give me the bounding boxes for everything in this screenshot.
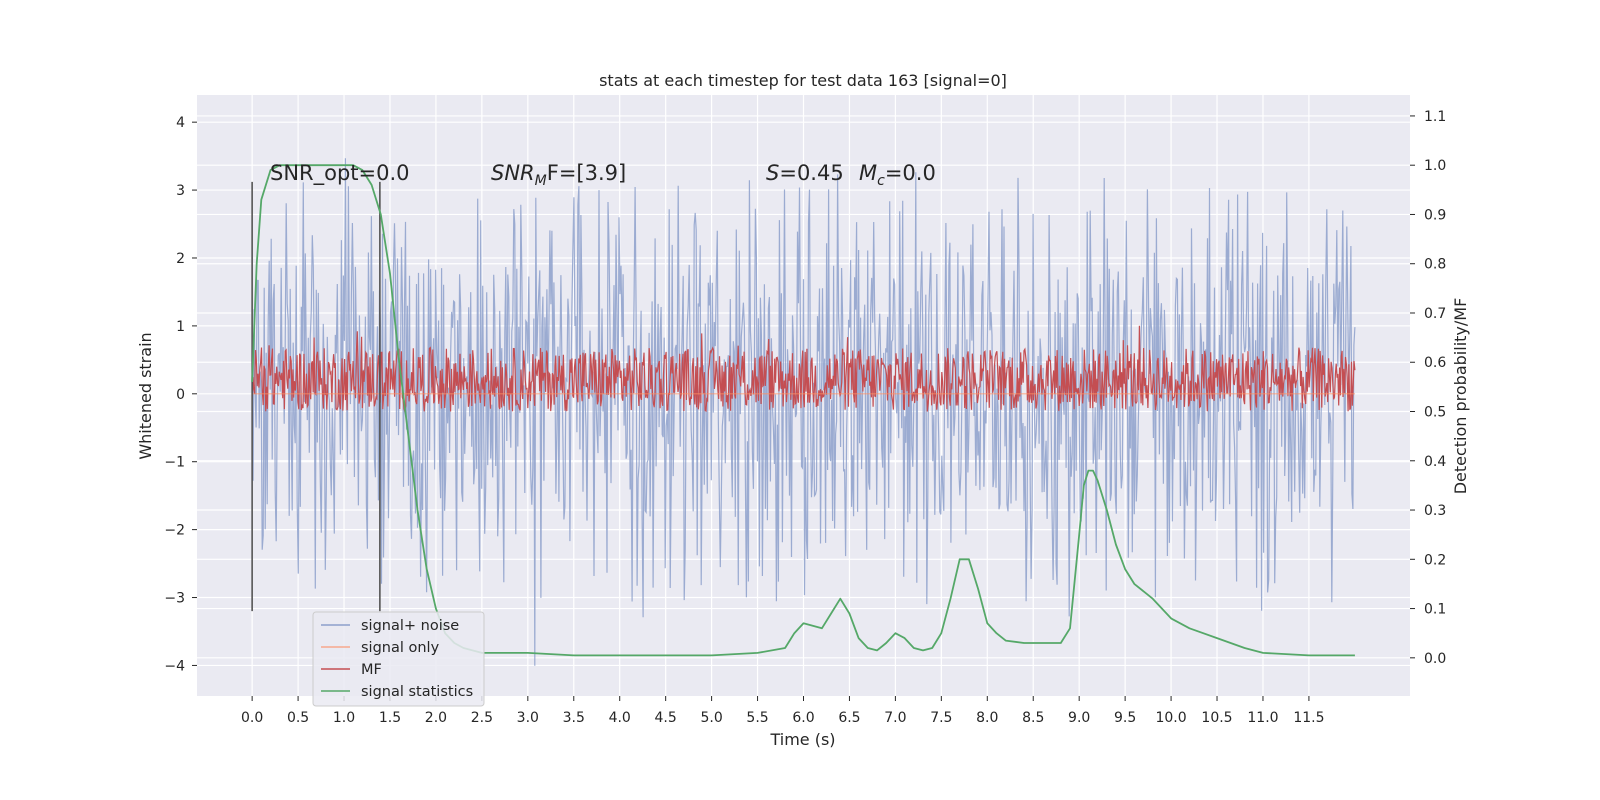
- legend-label-noise: signal+ noise: [361, 618, 459, 634]
- y2-tick-label-2: 0.9: [1424, 207, 1446, 223]
- y-tick-label-8: −4: [164, 658, 185, 674]
- y2-tick-label-0: 1.1: [1424, 109, 1446, 125]
- legend-box: [312, 611, 485, 707]
- y2-axis-label: Detection probability/MF: [1451, 298, 1470, 495]
- signal-statistics-trace: [251, 164, 1355, 657]
- mc-subscript: c: [877, 173, 885, 189]
- legend-label-signal-only: signal only: [361, 640, 440, 656]
- snr-mf-prefix: SNR: [491, 161, 535, 185]
- y2-tick-label-3: 0.8: [1424, 257, 1446, 273]
- grid-lines: [197, 95, 1410, 696]
- x-tick-label-19: 9.5: [1114, 710, 1136, 726]
- x-tick-label-16: 8.0: [976, 710, 998, 726]
- snr-mf-annotation: SNRMF=[3.9]: [491, 161, 626, 189]
- x-tick-label-0: 0.0: [241, 710, 263, 726]
- y2-tick-label-9: 0.2: [1424, 552, 1446, 568]
- y-tick-label-6: −2: [164, 523, 185, 539]
- x-tick-label-6: 3.0: [517, 710, 539, 726]
- x-tick-label-10: 5.0: [700, 710, 722, 726]
- vertical-markers: [251, 181, 381, 612]
- mf-trace: [251, 325, 1356, 414]
- x-tick-label-20: 10.0: [1155, 710, 1186, 726]
- y2-tick-label-6: 0.5: [1424, 405, 1446, 421]
- x-tick-label-2: 1.0: [333, 710, 355, 726]
- s-label: S: [766, 161, 779, 185]
- mc-annotation: Mc=0.0: [859, 161, 936, 189]
- y2-tick-label-5: 0.6: [1424, 355, 1446, 371]
- legend: signal+ noise signal only MF signal stat…: [312, 611, 485, 707]
- y2-tick-label-11: 0.0: [1424, 651, 1446, 667]
- y2-tick-label-10: 0.1: [1424, 602, 1446, 618]
- y-tick-label-4: 0: [176, 387, 185, 403]
- x-tick-label-8: 4.0: [609, 710, 631, 726]
- y-tick-label-7: −3: [164, 591, 185, 607]
- legend-label-mf: MF: [361, 662, 382, 678]
- y2-tick-label-8: 0.3: [1424, 503, 1446, 519]
- x-tick-label-22: 11.0: [1247, 710, 1278, 726]
- x-tick-label-5: 2.5: [471, 710, 493, 726]
- snr-mf-suffix: F=[3.9]: [547, 161, 626, 185]
- x-tick-label-4: 2.0: [425, 710, 447, 726]
- snr-mf-subscript: M: [535, 173, 547, 189]
- mf-series: [251, 325, 1356, 414]
- y-tick-label-5: −1: [164, 455, 185, 471]
- chart-title: stats at each timestep for test data 163…: [599, 71, 1007, 90]
- x-tick-label-18: 9.0: [1068, 710, 1090, 726]
- x-tick-label-1: 0.5: [287, 710, 309, 726]
- x-tick-label-21: 10.5: [1201, 710, 1232, 726]
- x-tick-label-11: 5.5: [746, 710, 768, 726]
- y-tick-label-0: 4: [176, 115, 185, 131]
- y2-tick-label-7: 0.4: [1424, 454, 1446, 470]
- x-tick-label-13: 6.5: [838, 710, 860, 726]
- s-value: =0.45: [779, 161, 843, 185]
- y-tick-label-2: 2: [176, 251, 185, 267]
- mc-value: =0.0: [885, 161, 936, 185]
- x-axis-ticks: 0.0 0.5 1.0 1.5 2.0 2.5 3.0 3.5 4.0 4.5 5.0 5.5 6.0 6…: [241, 696, 1325, 726]
- snr-opt-annotation: SNR_opt=0.0: [270, 161, 410, 186]
- legend-label-stats: signal statistics: [361, 684, 473, 700]
- x-tick-label-12: 6.0: [792, 710, 814, 726]
- x-tick-label-3: 1.5: [379, 710, 401, 726]
- y-axis-label: Whitened strain: [136, 332, 155, 459]
- s-annotation: S=0.45: [766, 161, 844, 185]
- y-tick-label-1: 3: [176, 183, 185, 199]
- x-tick-label-7: 3.5: [563, 710, 585, 726]
- mc-label: M: [859, 161, 877, 185]
- x-tick-label-14: 7.0: [884, 710, 906, 726]
- x-tick-label-9: 4.5: [655, 710, 677, 726]
- x-axis-label: Time (s): [769, 730, 835, 749]
- y-tick-label-3: 1: [176, 319, 185, 335]
- x-tick-label-15: 7.5: [930, 710, 952, 726]
- x-tick-label-23: 11.5: [1293, 710, 1324, 726]
- y-axis-ticks: 4 3 2 1 0 −1 −2 −3 −4: [164, 115, 197, 674]
- y2-axis-ticks: 1.1 1.0 0.9 0.8 0.7 0.6 0.5 0.4 0.3 0.2 0.1 0.0: [1410, 109, 1446, 667]
- y2-tick-label-4: 0.7: [1424, 306, 1446, 322]
- x-tick-label-17: 8.5: [1022, 710, 1044, 726]
- signal-statistics-series: [251, 164, 1355, 657]
- y2-tick-label-1: 1.0: [1424, 158, 1446, 174]
